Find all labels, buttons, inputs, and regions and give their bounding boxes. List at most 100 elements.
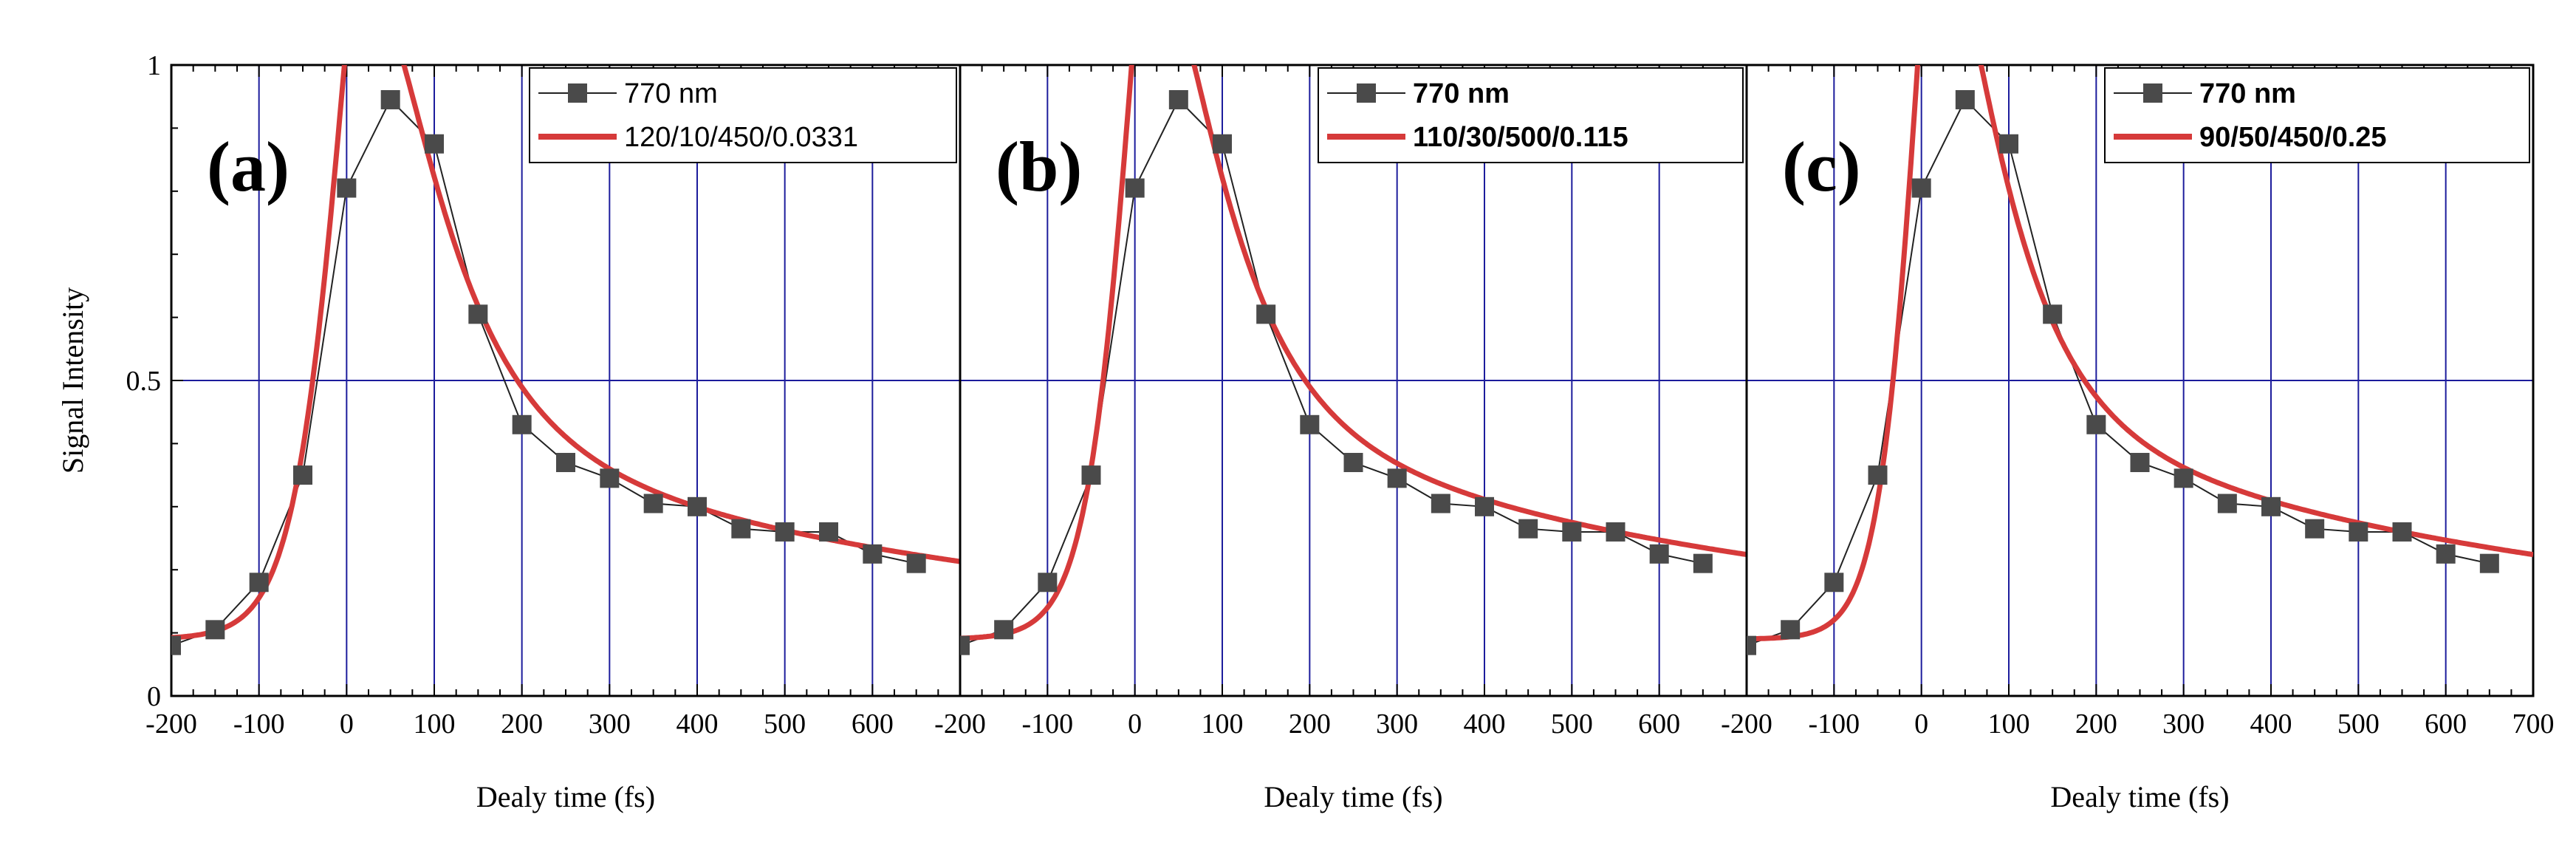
legend-box xyxy=(529,67,957,163)
x-tick-label: 400 xyxy=(1464,709,1506,740)
data-point xyxy=(1256,304,1276,324)
data-point xyxy=(1606,522,1626,542)
legend-data-label: 770 nm xyxy=(2199,78,2296,109)
y-axis-label: Signal Intensity xyxy=(56,287,89,474)
data-point xyxy=(1747,635,1756,655)
data-point xyxy=(2261,496,2281,516)
legend: 770 nm 90/50/450/0.25 xyxy=(2104,67,2530,163)
data-point xyxy=(643,494,663,513)
legend-box xyxy=(2104,67,2530,163)
legend: 770 nm 120/10/450/0.0331 xyxy=(529,67,957,163)
data-point xyxy=(556,453,575,473)
x-tick-label: 0 xyxy=(340,709,354,740)
data-point xyxy=(688,496,707,516)
data-point xyxy=(819,522,838,542)
x-tick-label: 600 xyxy=(2425,709,2467,740)
data-point xyxy=(1911,178,1931,198)
x-tick-label: 100 xyxy=(1988,709,2030,740)
legend: 770 nm 110/30/500/0.115 xyxy=(1318,67,1744,163)
x-tick-label: -100 xyxy=(233,709,285,740)
legend-fit-label: 120/10/450/0.0331 xyxy=(624,122,858,153)
legend-box xyxy=(1318,67,1744,163)
data-point xyxy=(1518,519,1538,539)
x-tick-label: 200 xyxy=(1289,709,1331,740)
data-point xyxy=(1999,134,2018,154)
panel-label: (b) xyxy=(996,127,1082,206)
data-point xyxy=(1781,620,1801,640)
legend-square-icon xyxy=(568,83,587,103)
data-point xyxy=(775,522,795,542)
legend-fit-label: 90/50/450/0.25 xyxy=(2199,122,2387,153)
data-point xyxy=(2086,414,2106,434)
x-tick-label: -200 xyxy=(1721,709,1772,740)
data-point xyxy=(1081,465,1101,485)
x-tick-label: 200 xyxy=(2075,709,2117,740)
panel-label: (a) xyxy=(207,127,290,206)
data-point xyxy=(731,519,751,539)
data-point xyxy=(2130,453,2150,473)
data-point xyxy=(2043,304,2063,324)
data-point xyxy=(1562,522,1582,542)
data-point xyxy=(960,635,970,655)
data-point xyxy=(1038,573,1058,593)
data-point xyxy=(2392,522,2412,542)
x-tick-label: -100 xyxy=(1022,709,1074,740)
x-tick-label: 0 xyxy=(1128,709,1142,740)
data-point xyxy=(468,304,488,324)
x-tick-label: -100 xyxy=(1809,709,1860,740)
x-tick-label: 300 xyxy=(2162,709,2205,740)
data-point xyxy=(1475,496,1494,516)
x-tick-label: 500 xyxy=(2337,709,2380,740)
x-tick-label: 500 xyxy=(764,709,806,740)
legend-square-icon xyxy=(2143,83,2162,103)
data-point xyxy=(1693,553,1713,573)
data-point xyxy=(2174,468,2193,488)
data-point xyxy=(2305,519,2325,539)
x-tick-label: -200 xyxy=(145,709,197,740)
y-tick-label: 1 xyxy=(147,50,161,81)
legend-square-icon xyxy=(1357,83,1376,103)
x-tick-label: 100 xyxy=(414,709,456,740)
data-point xyxy=(1431,494,1450,513)
data-point xyxy=(1955,89,1975,109)
x-tick-label: 400 xyxy=(2250,709,2292,740)
legend-fit-label: 110/30/500/0.115 xyxy=(1413,122,1628,153)
panel-a: -200 -100 0 100 200 300 400 500 600 0 0.5 1 Dealy ti… xyxy=(56,50,962,813)
data-point xyxy=(2479,553,2499,573)
x-tick-label: 500 xyxy=(1551,709,1593,740)
x-tick-label: 300 xyxy=(589,709,631,740)
x-tick-label: 600 xyxy=(852,709,894,740)
x-tick-label: 300 xyxy=(1376,709,1418,740)
y-tick-label: 0 xyxy=(147,681,161,712)
data-point xyxy=(1343,453,1363,473)
x-tick-label: 200 xyxy=(501,709,543,740)
data-point xyxy=(249,573,269,593)
data-point xyxy=(171,635,181,655)
data-point xyxy=(205,620,225,640)
panel-c: -200 -100 0 100 200 300 400 500 600 700 Dealy time… xyxy=(1721,64,2555,813)
legend-data-label: 770 nm xyxy=(1413,78,1510,109)
data-point xyxy=(425,134,444,154)
data-point xyxy=(293,465,312,485)
x-tick-label: 600 xyxy=(1638,709,1680,740)
data-point xyxy=(1868,465,1888,485)
panel-b: -200 -100 0 100 200 300 400 500 600 Dealy time (f… xyxy=(934,64,1748,813)
data-point xyxy=(512,414,532,434)
x-tick-label: 0 xyxy=(1914,709,1928,740)
data-point xyxy=(1387,468,1407,488)
data-point xyxy=(380,89,400,109)
x-axis-label: Dealy time (fs) xyxy=(2050,780,2229,813)
data-point xyxy=(906,553,926,573)
x-tick-label: -200 xyxy=(934,709,986,740)
x-tick-label: 400 xyxy=(676,709,719,740)
data-point xyxy=(2349,522,2368,542)
data-point xyxy=(2436,544,2456,564)
data-point xyxy=(1125,178,1145,198)
x-tick-label: 700 xyxy=(2512,709,2555,740)
y-tick-label: 0.5 xyxy=(126,366,162,397)
data-point xyxy=(1300,414,1320,434)
data-point xyxy=(337,178,357,198)
data-point xyxy=(600,468,620,488)
data-point xyxy=(863,544,883,564)
data-point xyxy=(1213,134,1232,154)
